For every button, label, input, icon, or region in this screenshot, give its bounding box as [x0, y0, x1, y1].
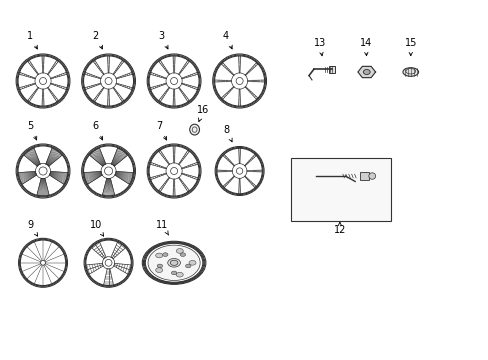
Ellipse shape [189, 124, 199, 135]
Ellipse shape [148, 245, 200, 280]
Ellipse shape [176, 272, 183, 277]
Text: 10: 10 [89, 220, 103, 236]
Bar [359, 172, 368, 180]
Ellipse shape [176, 248, 183, 253]
Polygon shape [357, 66, 375, 78]
Ellipse shape [155, 253, 163, 258]
FancyBboxPatch shape [328, 66, 335, 73]
Text: 11: 11 [156, 220, 168, 235]
Ellipse shape [189, 260, 196, 265]
Ellipse shape [185, 264, 191, 268]
Text: 2: 2 [93, 31, 102, 49]
Ellipse shape [163, 253, 168, 256]
Ellipse shape [368, 173, 375, 179]
Text: 15: 15 [404, 38, 416, 56]
Text: 14: 14 [359, 38, 371, 56]
Ellipse shape [171, 271, 177, 275]
Text: 8: 8 [223, 125, 232, 142]
Ellipse shape [402, 68, 418, 76]
Text: 7: 7 [156, 121, 166, 140]
Ellipse shape [157, 264, 162, 268]
Ellipse shape [180, 253, 185, 256]
Text: 1: 1 [27, 31, 37, 49]
Text: 5: 5 [27, 121, 37, 140]
Ellipse shape [155, 268, 163, 273]
Text: 9: 9 [27, 220, 38, 236]
Text: 12: 12 [333, 222, 346, 235]
Text: 13: 13 [313, 38, 325, 56]
Ellipse shape [167, 258, 180, 267]
Text: 3: 3 [158, 31, 168, 49]
Text: 4: 4 [223, 31, 232, 49]
Bar [290, 158, 390, 221]
Text: 6: 6 [93, 121, 102, 140]
Ellipse shape [363, 69, 369, 75]
Text: 16: 16 [197, 105, 209, 122]
Ellipse shape [170, 260, 178, 265]
